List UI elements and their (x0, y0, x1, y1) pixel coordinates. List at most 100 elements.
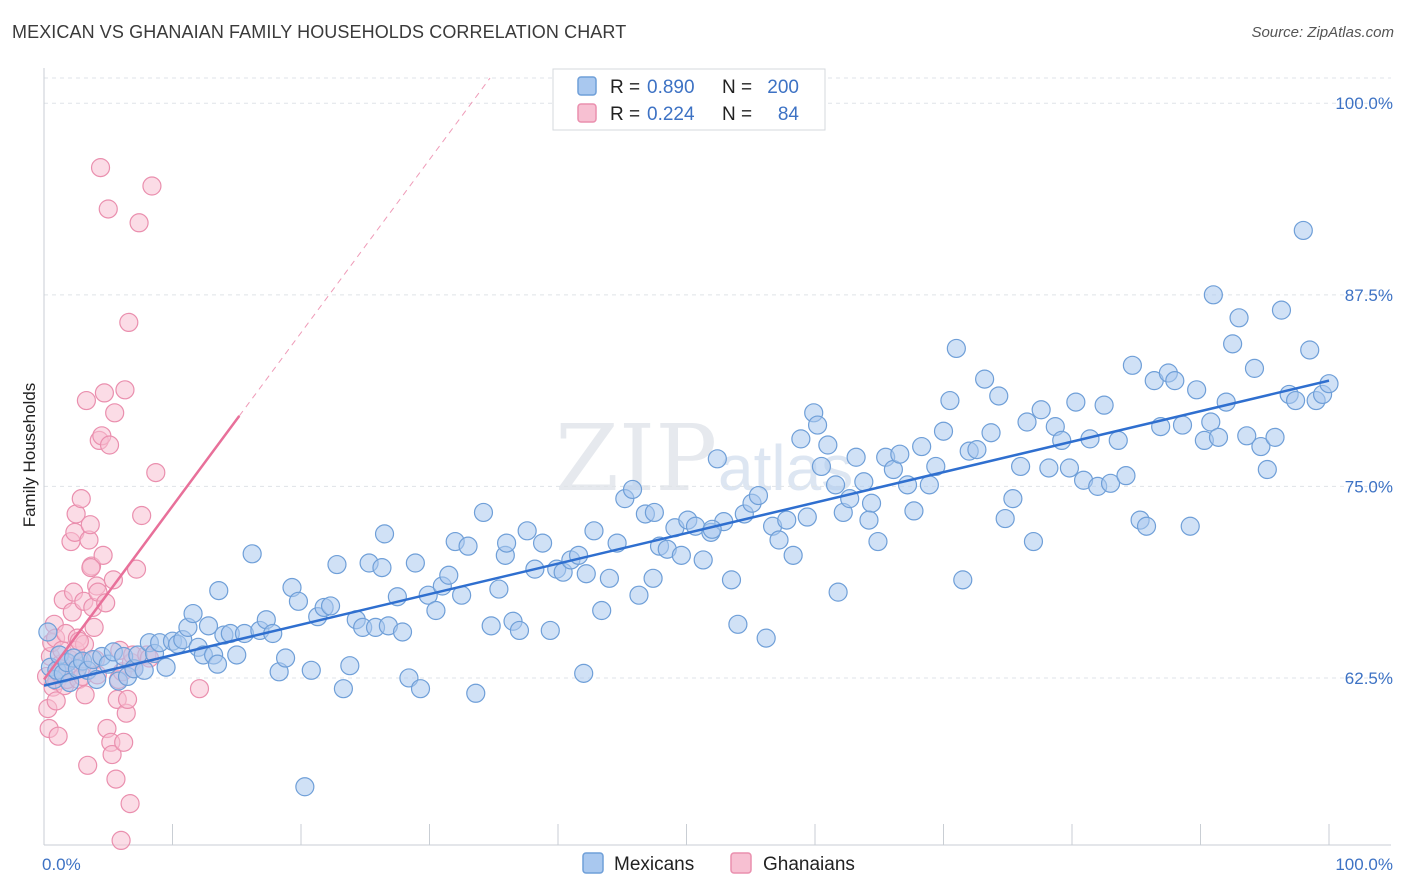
y-tick-label-3: 100.0% (1335, 94, 1393, 113)
ghanaians-point-63 (117, 689, 138, 710)
mexicans-point-117 (769, 530, 789, 550)
mexicans-point-123 (811, 456, 832, 477)
ghanaians-point-9 (48, 726, 68, 746)
y-tick-label-1: 75.0% (1345, 477, 1393, 496)
mexicans-point-196 (807, 415, 828, 435)
ghanaians-point-52 (103, 570, 123, 590)
series-legend-swatch-ghanaians (730, 852, 752, 874)
mexicans-trend-line (43, 379, 1330, 687)
mexicans-point-82 (517, 521, 537, 541)
ghanaians-point-58 (111, 830, 131, 851)
mexicans-point-124 (818, 435, 838, 455)
ghanaians-point-69 (126, 559, 147, 579)
mexicans-point-143 (953, 570, 973, 590)
ghanaians-point-32 (78, 755, 98, 775)
source-credit: Source: ZipAtlas.com (1251, 24, 1394, 41)
legend-r-label-ghanaians: R = (610, 104, 640, 125)
mexicans-point-155 (1039, 458, 1059, 478)
mexicans-point-182 (1229, 308, 1249, 328)
mexicans-point-203 (859, 510, 879, 530)
mexicans-point-69 (426, 600, 446, 621)
mexicans-point-176 (1187, 380, 1207, 400)
x-tick-label-0: 0.0% (42, 855, 81, 874)
mexicans-point-108 (707, 449, 727, 469)
mexicans-point-188 (1271, 300, 1292, 320)
mexican-series (38, 220, 1339, 797)
mexicans-point-197 (828, 582, 848, 602)
mexicans-point-204 (374, 524, 395, 544)
mexicans-point-81 (509, 620, 530, 641)
ghanaians-trend-extension (238, 77, 491, 417)
mexicans-point-84 (532, 533, 553, 553)
mexicans-point-129 (854, 472, 874, 492)
ghanaians-point-71 (132, 505, 152, 526)
ghanaians-point-53 (105, 403, 125, 423)
mexicans-point-50 (301, 660, 321, 680)
ghanaians-point-51 (102, 744, 122, 765)
mexicans-point-89 (568, 545, 589, 565)
ghanaians-point-34 (80, 515, 100, 535)
ghanaians-point-54 (106, 769, 126, 789)
mexicans-point-185 (1251, 436, 1271, 457)
mexicans-point-39 (227, 645, 247, 665)
trend-lines (42, 77, 1330, 687)
mexicans-point-61 (372, 558, 392, 578)
mexicans-point-142 (946, 338, 966, 359)
mexicans-point-131 (868, 531, 888, 552)
ghanaians-point-27 (71, 489, 91, 509)
ghanaians-point-37 (84, 617, 104, 637)
mexicans-point-115 (756, 628, 776, 648)
mexicans-point-31 (183, 603, 203, 624)
mexicans-point-118 (777, 510, 797, 530)
mexicans-point-184 (1244, 358, 1265, 378)
mexicans-point-137 (912, 436, 932, 457)
ghanaians-point-74 (142, 176, 162, 196)
legend-n-value-mexicans: 200 (767, 77, 799, 98)
mexicans-point-77 (481, 616, 501, 636)
ghanaians-point-49 (99, 435, 120, 455)
mexicans-point-53 (320, 596, 341, 616)
ghanaians-point-42 (90, 158, 111, 178)
mexicans-point-41 (242, 544, 262, 564)
mexicans-point-147 (981, 423, 1001, 443)
mexicans-point-46 (275, 648, 296, 668)
mexicans-point-78 (489, 579, 509, 599)
mexicans-point-181 (1223, 334, 1243, 354)
x-tick-label-1: 100.0% (1335, 855, 1393, 874)
mexicans-point-163 (1094, 395, 1114, 415)
mexicans-point-169 (1136, 516, 1157, 536)
mexicans-point-164 (1100, 473, 1121, 493)
correlation-legend: R = 0.890 N = 200 R = 0.224 N = 84 (552, 68, 826, 131)
mexicans-point-54 (327, 554, 347, 575)
series-legend: Mexicans Ghanaians (582, 852, 855, 875)
legend-n-value-ghanaians: 84 (778, 104, 800, 125)
mexicans-point-74 (458, 536, 478, 556)
chart-title: MEXICAN VS GHANAIAN FAMILY HOUSEHOLDS CO… (12, 22, 627, 42)
mexicans-point-192 (1300, 340, 1320, 360)
mexicans-point-190 (1285, 390, 1306, 411)
mexicans-point-121 (797, 507, 817, 527)
series-legend-label-mexicans: Mexicans (614, 854, 694, 875)
mexicans-point-103 (671, 545, 691, 565)
mexicans-point-152 (1017, 412, 1037, 432)
ghanaians-point-48 (98, 199, 118, 219)
legend-r-value-ghanaians: 0.224 (647, 104, 695, 125)
mexicans-point-154 (1031, 400, 1051, 420)
mexicans-point-75 (466, 683, 486, 703)
mexicans-point-202 (574, 663, 594, 683)
mexicans-point-110 (721, 570, 742, 590)
mexicans-point-175 (1180, 516, 1200, 536)
ghanaians-point-70 (129, 213, 149, 233)
mexicans-point-180 (1216, 392, 1236, 412)
mexicans-point-92 (592, 600, 612, 621)
mexicans-point-174 (1172, 415, 1193, 435)
mexicans-point-165 (1108, 430, 1128, 451)
mexicans-point-146 (975, 369, 995, 389)
y-axis-title: Family Households (20, 383, 39, 528)
mexicans-point-159 (1066, 392, 1086, 412)
mexicans-point-91 (584, 521, 604, 541)
ghanaians-trend-line (42, 415, 241, 681)
mexicans-point-0 (38, 622, 58, 642)
mexicans-point-34 (198, 616, 219, 636)
mexicans-point-26 (156, 657, 176, 677)
